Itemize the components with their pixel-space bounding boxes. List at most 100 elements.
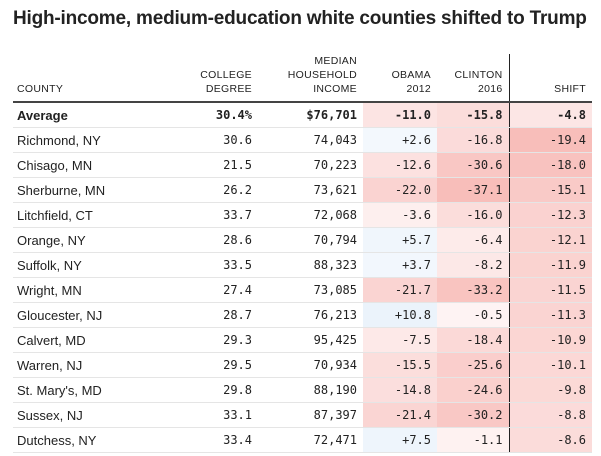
cell-clinton: -30.6 [437,152,510,178]
table-row: Orange, NY 28.6 70,794 +5.7 -6.4 -12.1 [13,227,592,253]
cell-obama: +10.8 [363,302,437,328]
cell-obama: -22.0 [363,177,437,203]
table-row: St. Mary's, MD 29.8 88,190 -14.8 -24.6 -9.8 [13,377,592,403]
header-median-income-label: MEDIAN HOUSEHOLD INCOME [287,55,357,95]
header-median-income: MEDIAN HOUSEHOLD INCOME [258,54,363,103]
cell-obama: -21.4 [363,402,437,428]
cell-income: 74,043 [258,127,363,153]
cell-shift: -8.6 [509,427,592,453]
cell-obama: -12.6 [363,152,437,178]
cell-shift: -9.8 [509,377,592,403]
cell-obama: -7.5 [363,327,437,353]
cell-college: 29.5 [173,352,258,378]
table-row: Dutchess, NY 33.4 72,471 +7.5 -1.1 -8.6 [13,427,592,453]
cell-obama: +5.7 [363,227,437,253]
chart-title: High-income, medium-education white coun… [13,8,587,29]
cell-income: 70,794 [258,227,363,253]
cell-clinton: -8.2 [437,252,510,278]
header-obama-2012: OBAMA 2012 [363,54,437,103]
table-row: Sherburne, MN 26.2 73,621 -22.0 -37.1 -15.1 [13,177,592,203]
table-row: Wright, MN 27.4 73,085 -21.7 -33.2 -11.5 [13,277,592,303]
cell-obama: +7.5 [363,427,437,453]
cell-income: 95,425 [258,327,363,353]
cell-college: 33.4 [173,427,258,453]
cell-clinton: -16.8 [437,127,510,153]
cell-college: 21.5 [173,152,258,178]
header-obama-label: OBAMA 2012 [391,69,431,95]
cell-income: 88,323 [258,252,363,278]
cell-clinton: -15.8 [437,102,510,128]
cell-county: Dutchess, NY [13,427,173,453]
cell-college: 26.2 [173,177,258,203]
cell-income: 73,085 [258,277,363,303]
cell-college: 28.6 [173,227,258,253]
cell-income: 76,213 [258,302,363,328]
cell-obama: -3.6 [363,202,437,228]
cell-college: 30.6 [173,127,258,153]
cell-obama: -15.5 [363,352,437,378]
cell-income: 70,223 [258,152,363,178]
cell-county: Sussex, NJ [13,402,173,428]
header-clinton-label: CLINTON 2016 [454,69,503,95]
cell-county: Calvert, MD [13,327,173,353]
table-row: Gloucester, NJ 28.7 76,213 +10.8 -0.5 -11.3 [13,302,592,328]
cell-shift: -4.8 [509,102,592,128]
cell-income: 73,621 [258,177,363,203]
cell-clinton: -25.6 [437,352,510,378]
cell-shift: -8.8 [509,402,592,428]
cell-shift: -11.9 [509,252,592,278]
header-shift: SHIFT [509,54,592,103]
cell-shift: -19.4 [509,127,592,153]
cell-clinton: -24.6 [437,377,510,403]
cell-shift: -10.1 [509,352,592,378]
cell-county: Litchfield, CT [13,202,173,228]
table-row: Chisago, MN 21.5 70,223 -12.6 -30.6 -18.0 [13,152,592,178]
table-row: Sussex, NJ 33.1 87,397 -21.4 -30.2 -8.8 [13,402,592,428]
header-county: COUNTY [13,54,173,103]
cell-county: Chisago, MN [13,152,173,178]
table-row: Richmond, NY 30.6 74,043 +2.6 -16.8 -19.4 [13,127,592,153]
cell-county: Gloucester, NJ [13,302,173,328]
header-college-degree: COLLEGE DEGREE [173,54,258,103]
cell-obama: +2.6 [363,127,437,153]
table-row: Warren, NJ 29.5 70,934 -15.5 -25.6 -10.1 [13,352,592,378]
cell-clinton: -0.5 [437,302,510,328]
cell-college: 28.7 [173,302,258,328]
cell-shift: -10.9 [509,327,592,353]
cell-clinton: -18.4 [437,327,510,353]
cell-county: Warren, NJ [13,352,173,378]
average-row: Average 30.4% $76,701 -11.0 -15.8 -4.8 [13,102,592,128]
cell-college: 29.3 [173,327,258,353]
table-row: Litchfield, CT 33.7 72,068 -3.6 -16.0 -12.3 [13,202,592,228]
cell-college: 33.7 [173,202,258,228]
cell-shift: -11.3 [509,302,592,328]
cell-income: 70,934 [258,352,363,378]
table-body: Average 30.4% $76,701 -11.0 -15.8 -4.8 R… [13,102,592,453]
cell-obama: -21.7 [363,277,437,303]
cell-income: 72,471 [258,427,363,453]
table-row: Suffolk, NY 33.5 88,323 +3.7 -8.2 -11.9 [13,252,592,278]
cell-obama: -11.0 [363,102,437,128]
cell-clinton: -1.1 [437,427,510,453]
cell-clinton: -6.4 [437,227,510,253]
cell-obama: +3.7 [363,252,437,278]
cell-shift: -11.5 [509,277,592,303]
county-shift-table: COUNTY COLLEGE DEGREE MEDIAN HOUSEHOLD I… [13,54,592,453]
header-row: COUNTY COLLEGE DEGREE MEDIAN HOUSEHOLD I… [13,54,592,103]
cell-college: 33.5 [173,252,258,278]
cell-clinton: -33.2 [437,277,510,303]
cell-county: Suffolk, NY [13,252,173,278]
cell-college: 33.1 [173,402,258,428]
cell-shift: -12.1 [509,227,592,253]
cell-college: 27.4 [173,277,258,303]
cell-county: Wright, MN [13,277,173,303]
cell-county: St. Mary's, MD [13,377,173,403]
cell-income: 88,190 [258,377,363,403]
cell-income: 72,068 [258,202,363,228]
cell-clinton: -30.2 [437,402,510,428]
header-clinton-2016: CLINTON 2016 [437,54,510,103]
cell-college: 29.8 [173,377,258,403]
cell-shift: -15.1 [509,177,592,203]
cell-clinton: -37.1 [437,177,510,203]
